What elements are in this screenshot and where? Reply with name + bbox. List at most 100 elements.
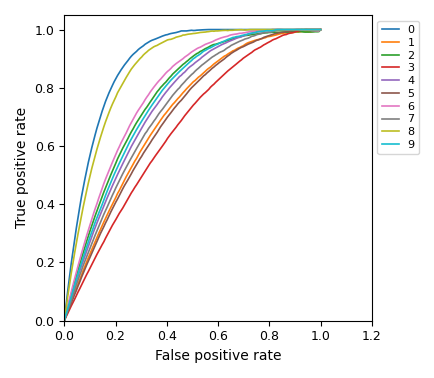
- 0: [146, 40, 151, 44]
- Line: 4: 4: [64, 29, 321, 321]
- 0: [240, 27, 246, 32]
- 5: [146, 143, 151, 148]
- 6: [62, 318, 67, 323]
- 9: [206, 46, 211, 51]
- 8: [62, 318, 67, 323]
- 5: [318, 27, 323, 32]
- 9: [62, 318, 67, 323]
- 7: [296, 27, 301, 32]
- Line: 9: 9: [64, 29, 321, 321]
- 7: [196, 66, 201, 71]
- 8: [146, 48, 151, 53]
- 4: [206, 50, 211, 54]
- 1: [239, 44, 244, 49]
- 4: [239, 34, 244, 39]
- 2: [206, 45, 211, 49]
- 5: [163, 117, 168, 122]
- 2: [318, 27, 323, 32]
- 8: [196, 31, 201, 35]
- 6: [146, 92, 151, 97]
- 1: [146, 136, 151, 140]
- 0: [208, 27, 213, 32]
- 1: [206, 66, 211, 71]
- 4: [163, 90, 168, 94]
- 8: [239, 28, 244, 32]
- 8: [275, 27, 280, 32]
- Legend: 0, 1, 2, 3, 4, 5, 6, 7, 8, 9: 0, 1, 2, 3, 4, 5, 6, 7, 8, 9: [378, 20, 419, 155]
- 4: [196, 58, 201, 62]
- 9: [275, 27, 280, 32]
- 1: [273, 33, 279, 37]
- 5: [273, 31, 279, 36]
- Line: 6: 6: [64, 29, 321, 321]
- 4: [270, 27, 275, 32]
- 2: [239, 34, 244, 39]
- 6: [163, 71, 168, 76]
- 8: [318, 27, 323, 32]
- 6: [196, 46, 201, 50]
- 6: [318, 27, 323, 32]
- 7: [239, 38, 244, 43]
- 0: [275, 27, 280, 32]
- 3: [239, 57, 244, 62]
- 0: [204, 27, 210, 32]
- 5: [304, 27, 309, 32]
- 9: [196, 53, 201, 57]
- 0: [196, 28, 201, 33]
- 1: [318, 27, 323, 32]
- 0: [62, 318, 67, 323]
- 2: [273, 30, 279, 35]
- Line: 2: 2: [64, 29, 321, 321]
- 8: [163, 39, 168, 43]
- 3: [163, 139, 168, 144]
- 4: [146, 115, 151, 119]
- 9: [239, 33, 244, 38]
- 5: [196, 79, 201, 83]
- 3: [62, 318, 67, 323]
- Line: 3: 3: [64, 29, 321, 321]
- X-axis label: False positive rate: False positive rate: [155, 349, 281, 363]
- 5: [239, 45, 244, 50]
- 3: [206, 87, 211, 91]
- 7: [146, 126, 151, 131]
- 5: [62, 318, 67, 323]
- 4: [62, 318, 67, 323]
- 8: [249, 27, 254, 32]
- Y-axis label: True positive rate: True positive rate: [15, 107, 29, 228]
- 7: [62, 318, 67, 323]
- 9: [146, 108, 151, 112]
- 3: [273, 36, 279, 41]
- 0: [318, 27, 323, 32]
- 2: [62, 318, 67, 323]
- 7: [273, 29, 279, 33]
- 3: [146, 163, 151, 168]
- Line: 8: 8: [64, 29, 321, 321]
- 1: [163, 111, 168, 116]
- 3: [308, 27, 313, 32]
- 6: [206, 41, 211, 45]
- 5: [206, 69, 211, 74]
- 3: [196, 97, 201, 102]
- 4: [318, 27, 323, 32]
- 2: [196, 51, 201, 55]
- 2: [163, 80, 168, 84]
- 7: [206, 57, 211, 62]
- 3: [318, 27, 323, 32]
- 6: [273, 27, 279, 32]
- 9: [273, 28, 279, 32]
- 6: [239, 31, 244, 36]
- Line: 1: 1: [64, 29, 321, 321]
- Line: 5: 5: [64, 29, 321, 321]
- Line: 0: 0: [64, 29, 321, 321]
- 7: [163, 102, 168, 107]
- 4: [275, 27, 280, 32]
- 2: [146, 102, 151, 107]
- Line: 7: 7: [64, 29, 321, 321]
- 1: [196, 75, 201, 79]
- 6: [277, 27, 282, 32]
- 9: [318, 27, 323, 32]
- 1: [62, 318, 67, 323]
- 0: [163, 33, 168, 37]
- 8: [206, 29, 211, 34]
- 9: [163, 84, 168, 88]
